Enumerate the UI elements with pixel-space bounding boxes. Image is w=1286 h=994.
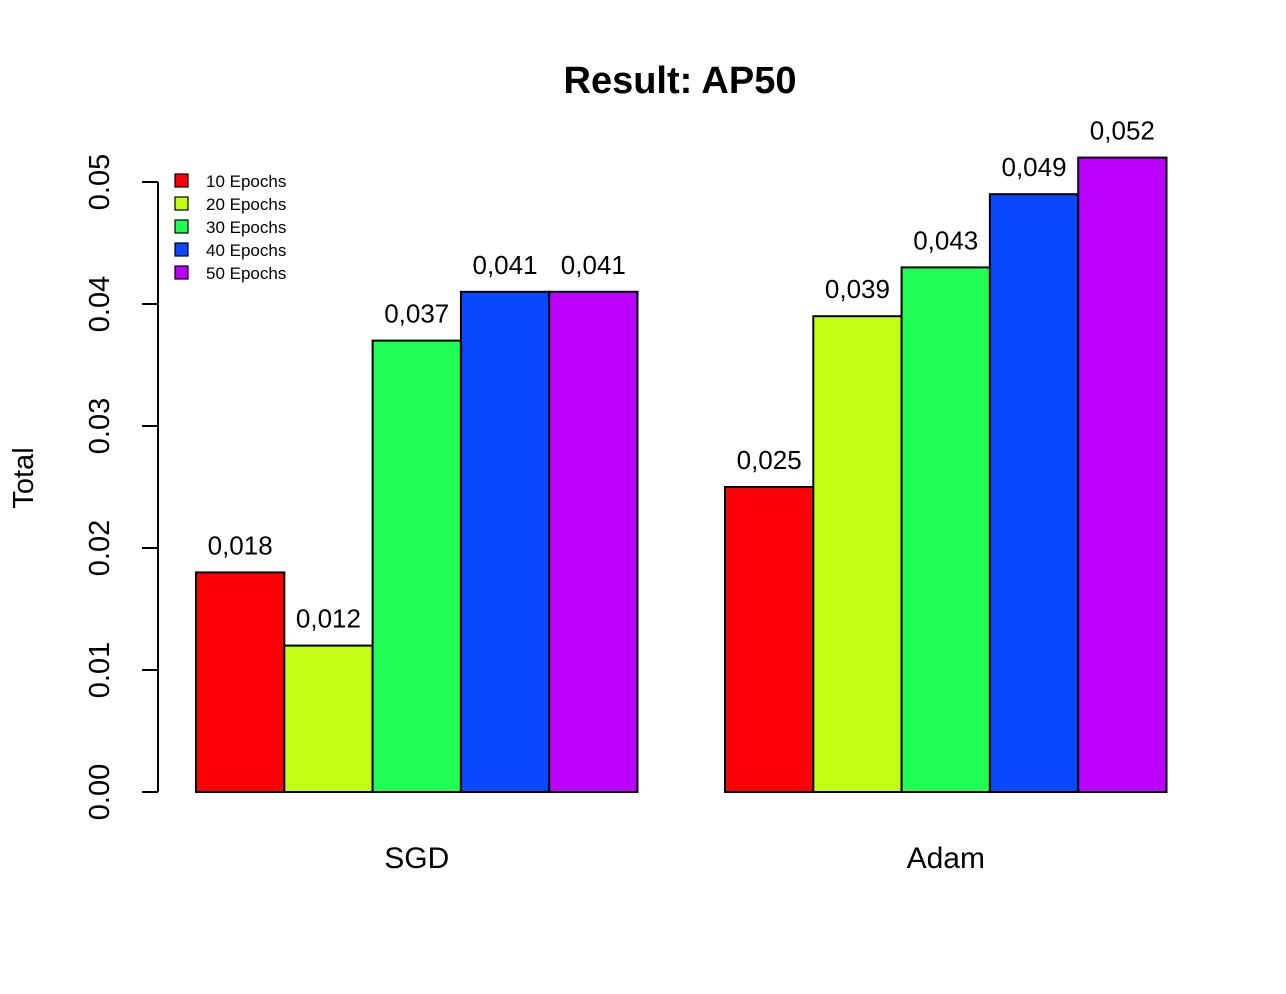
y-axis-label: Total [8,447,40,508]
bar-adam-40-epochs [988,193,1080,793]
legend-swatch [174,219,189,234]
data-label: 0,039 [825,274,890,304]
legend-swatch [174,196,189,211]
data-label: 0,018 [208,530,273,560]
data-label: 0,041 [473,250,538,280]
data-label: 0,041 [561,250,626,280]
y-tick-label: 0.02 [84,520,116,576]
category-label-group: SGD Adam [384,842,985,875]
bar-sgd-40-epochs [459,290,551,793]
category-label: Adam [907,842,985,875]
data-label-group: 0,018 0,012 0,037 0,041 0,041 0,025 0,039 0,043… [208,116,1155,634]
y-tick-label: 0.00 [84,764,116,820]
data-label: 0,025 [737,445,802,475]
legend-swatch [174,173,189,188]
legend-swatch [174,265,189,280]
y-tick-label: 0.05 [84,154,116,210]
bar-adam-30-epochs [900,266,991,793]
legend-label: 30 Epochs [206,218,286,237]
legend-label: 10 Epochs [206,172,286,191]
y-axis: 0.00 0.01 0.02 0.03 0.04 0.05 [84,154,159,820]
bar-group [195,156,1168,794]
bar-sgd-30-epochs [371,339,462,793]
data-label: 0,043 [913,225,978,255]
bar-sgd-10-epochs [195,571,286,794]
bar-sgd-20-epochs [283,644,374,793]
legend: 10 Epochs 20 Epochs 30 Epochs 40 Epochs 50 E… [174,172,286,283]
bar-adam-20-epochs [812,315,903,793]
y-tick-label: 0.01 [84,642,116,698]
data-label: 0,049 [1002,152,1067,182]
bar-sgd-50-epochs [548,290,639,793]
legend-label: 40 Epochs [206,241,286,260]
y-tick-label: 0.03 [84,398,116,454]
data-label: 0,052 [1090,116,1155,146]
legend-label: 50 Epochs [206,264,286,283]
data-label: 0,037 [384,299,449,329]
bar-adam-10-epochs [724,486,815,793]
legend-swatch [174,242,189,257]
y-tick-label: 0.04 [84,276,116,332]
category-label: SGD [384,842,449,875]
data-label: 0,012 [296,604,361,634]
legend-label: 20 Epochs [206,195,286,214]
bar-adam-50-epochs [1077,156,1168,794]
chart-title: Result: AP50 [564,60,797,102]
